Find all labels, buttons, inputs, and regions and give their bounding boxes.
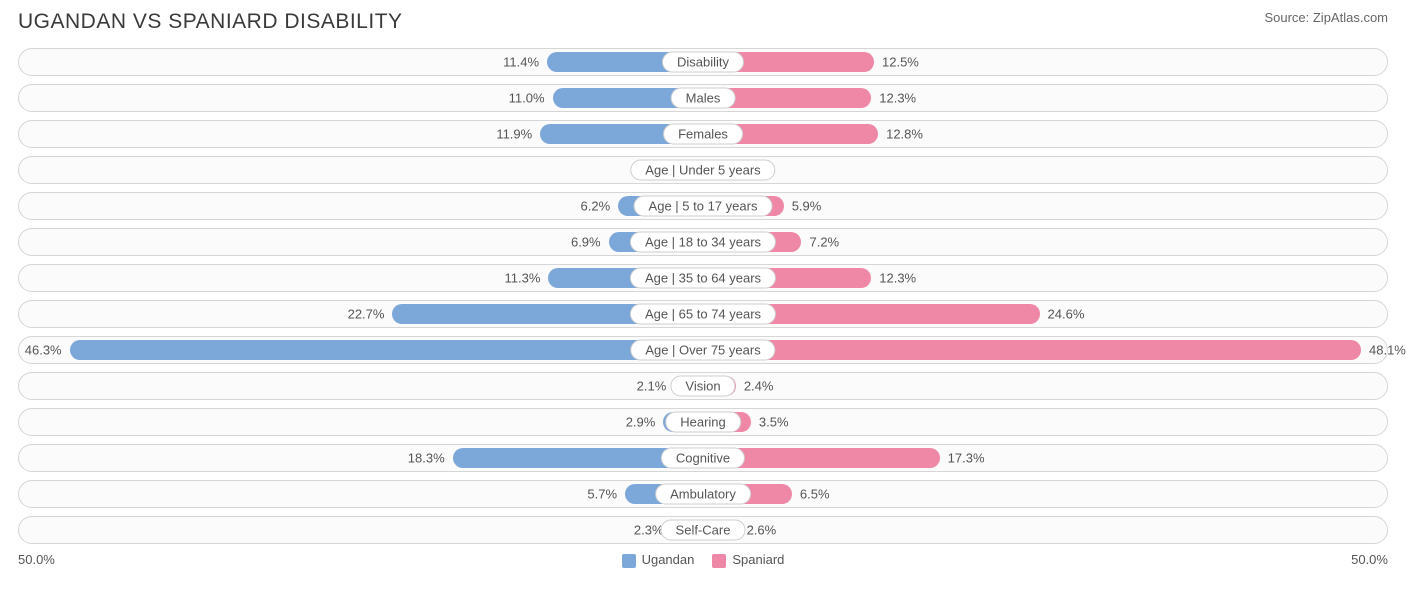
value-left: 46.3% <box>25 343 62 358</box>
chart-row: 22.7% 24.6% Age | 65 to 74 years <box>18 300 1388 328</box>
category-label: Hearing <box>665 412 741 433</box>
chart-row: 6.9% 7.2% Age | 18 to 34 years <box>18 228 1388 256</box>
legend-label-right: Spaniard <box>732 552 784 567</box>
value-right: 12.5% <box>882 55 919 70</box>
chart-row: 11.0% 12.3% Males <box>18 84 1388 112</box>
value-right: 2.4% <box>744 379 774 394</box>
source-attribution: Source: ZipAtlas.com <box>1264 10 1388 25</box>
category-label: Ambulatory <box>655 484 751 505</box>
value-left: 2.1% <box>637 379 667 394</box>
category-label: Vision <box>670 376 735 397</box>
legend-swatch-right <box>712 554 726 568</box>
value-right: 12.3% <box>879 91 916 106</box>
value-right: 12.8% <box>886 127 923 142</box>
category-label: Age | 18 to 34 years <box>630 232 776 253</box>
chart-row: 5.7% 6.5% Ambulatory <box>18 480 1388 508</box>
category-label: Age | Under 5 years <box>630 160 775 181</box>
legend-item-left: Ugandan <box>622 552 695 568</box>
value-right: 12.3% <box>879 271 916 286</box>
value-left: 11.3% <box>505 271 541 286</box>
category-label: Age | Over 75 years <box>630 340 775 361</box>
axis-right-max: 50.0% <box>1351 552 1388 567</box>
value-right: 2.6% <box>747 523 777 538</box>
value-right: 17.3% <box>948 451 985 466</box>
value-right: 48.1% <box>1369 343 1406 358</box>
chart-row: 46.3%48.1%Age | Over 75 years <box>18 336 1388 364</box>
value-right: 24.6% <box>1048 307 1085 322</box>
legend: Ugandan Spaniard <box>622 552 785 568</box>
chart-title: UGANDAN VS SPANIARD DISABILITY <box>18 10 403 34</box>
value-left: 11.9% <box>496 127 532 142</box>
chart-row: 11.3% 12.3% Age | 35 to 64 years <box>18 264 1388 292</box>
value-right: 6.5% <box>800 487 830 502</box>
value-left: 11.0% <box>509 91 545 106</box>
legend-swatch-left <box>622 554 636 568</box>
value-right: 7.2% <box>809 235 839 250</box>
diverging-bar-chart: 11.4% 12.5% Disability 11.0% 12.3% Males 11.9%… <box>18 48 1388 544</box>
legend-item-right: Spaniard <box>712 552 784 568</box>
chart-row: 1.1%1.4%Age | Under 5 years <box>18 156 1388 184</box>
value-left: 5.7% <box>587 487 617 502</box>
chart-row: 2.9% 3.5% Hearing <box>18 408 1388 436</box>
chart-row: 6.2% 5.9% Age | 5 to 17 years <box>18 192 1388 220</box>
value-left: 2.9% <box>626 415 656 430</box>
category-label: Disability <box>662 52 744 73</box>
axis-left-max: 50.0% <box>18 552 55 567</box>
value-left: 2.3% <box>634 523 664 538</box>
chart-row: 11.4% 12.5% Disability <box>18 48 1388 76</box>
category-label: Self-Care <box>661 520 746 541</box>
bar-left <box>70 340 703 360</box>
value-left: 11.4% <box>503 55 539 70</box>
value-right: 3.5% <box>759 415 789 430</box>
bar-right <box>703 340 1361 360</box>
value-left: 22.7% <box>348 307 385 322</box>
category-label: Age | 65 to 74 years <box>630 304 776 325</box>
chart-row: 11.9% 12.8% Females <box>18 120 1388 148</box>
category-label: Females <box>663 124 743 145</box>
chart-row: 18.3% 17.3% Cognitive <box>18 444 1388 472</box>
category-label: Age | 5 to 17 years <box>634 196 773 217</box>
value-left: 18.3% <box>408 451 445 466</box>
value-left: 6.9% <box>571 235 601 250</box>
category-label: Cognitive <box>661 448 745 469</box>
category-label: Age | 35 to 64 years <box>630 268 776 289</box>
category-label: Males <box>671 88 736 109</box>
chart-row: 2.1% 2.4% Vision <box>18 372 1388 400</box>
value-left: 6.2% <box>581 199 611 214</box>
legend-label-left: Ugandan <box>642 552 695 567</box>
chart-row: 2.3% 2.6%Self-Care <box>18 516 1388 544</box>
value-right: 5.9% <box>792 199 822 214</box>
